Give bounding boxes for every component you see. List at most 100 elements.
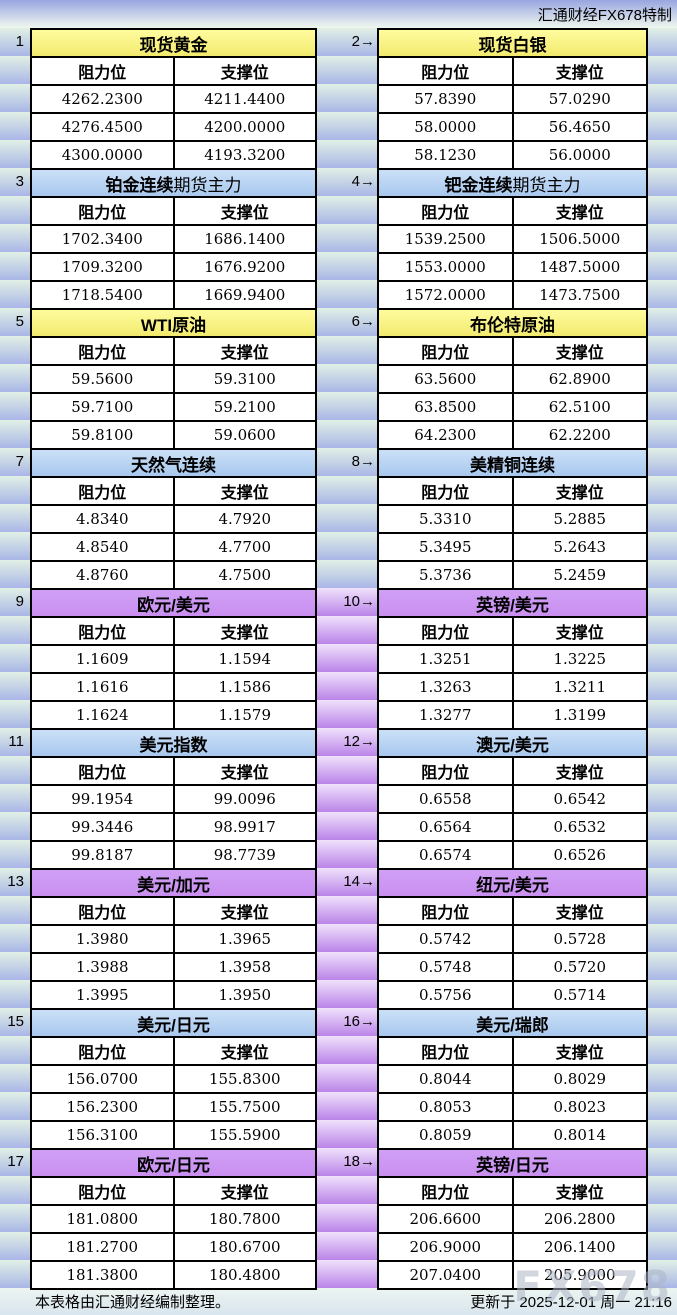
value-row: 1.1609 1.1594 (30, 644, 317, 674)
section-row: 5 WTI原油 阻力位 支撑位 59.5600 59.3100 59.7100 59… (0, 308, 677, 450)
support-value: 59.3100 (172, 364, 317, 394)
resistance-value: 59.8100 (30, 420, 175, 450)
value-row: 1.3980 1.3965 (30, 924, 317, 954)
footer-updated: 更新于 2025-12-01 周一 21:16 (470, 1294, 672, 1311)
support-value: 155.5900 (172, 1120, 317, 1150)
resistance-value: 207.0400 (377, 1260, 514, 1290)
resistance-value: 206.6600 (377, 1204, 514, 1234)
col-header-resistance: 阻力位 (30, 56, 175, 86)
resistance-value: 1.3277 (377, 700, 514, 730)
col-header-support: 支撑位 (172, 896, 317, 926)
block-title: 澳元/美元 (377, 728, 648, 758)
column-header-row: 阻力位 支撑位 (30, 336, 317, 366)
col-header-support: 支撑位 (172, 756, 317, 786)
price-table: 钯金连续期货主力 阻力位 支撑位 1539.2500 1506.5000 1553… (377, 168, 648, 310)
price-block-left: 美元指数 阻力位 支撑位 99.1954 99.0096 99.3446 98.99… (30, 728, 317, 870)
col-header-resistance: 阻力位 (377, 1176, 514, 1206)
top-bar: 汇通财经FX678特制 (0, 0, 677, 28)
resistance-value: 1709.3200 (30, 252, 175, 282)
value-row: 206.9000 206.1400 (377, 1232, 648, 1262)
title-row: 美元指数 (30, 728, 317, 758)
price-block-left: 欧元/美元 阻力位 支撑位 1.1609 1.1594 1.1616 1.1586 … (30, 588, 317, 730)
section-row: 9 欧元/美元 阻力位 支撑位 1.1609 1.1594 1.1616 1.158… (0, 588, 677, 730)
title-row: 欧元/美元 (30, 588, 317, 618)
resistance-value: 206.9000 (377, 1232, 514, 1262)
support-value: 98.9917 (172, 812, 317, 842)
price-table: 英镑/日元 阻力位 支撑位 206.6600 206.2800 206.9000 2… (377, 1148, 648, 1290)
title-row: 天然气连续 (30, 448, 317, 478)
resistance-value: 156.2300 (30, 1092, 175, 1122)
col-header-support: 支撑位 (511, 896, 648, 926)
value-row: 0.5748 0.5720 (377, 952, 648, 982)
title-row: 纽元/美元 (377, 868, 648, 898)
block-title: 纽元/美元 (377, 868, 648, 898)
support-value: 4211.4400 (172, 84, 317, 114)
right-margin (648, 28, 677, 168)
block-number-right: 16→ (343, 1013, 375, 1030)
value-row: 57.8390 57.0290 (377, 84, 648, 114)
block-number-left: 13 (7, 873, 24, 890)
title-row: 欧元/日元 (30, 1148, 317, 1178)
price-table: 天然气连续 阻力位 支撑位 4.8340 4.7920 4.8540 4.7700 … (30, 448, 317, 590)
col-header-resistance: 阻力位 (377, 1036, 514, 1066)
price-block-left: WTI原油 阻力位 支撑位 59.5600 59.3100 59.7100 59.2… (30, 308, 317, 450)
support-value: 4.7500 (172, 560, 317, 590)
value-row: 99.8187 98.7739 (30, 840, 317, 870)
block-number-right: 14→ (343, 873, 375, 890)
block-number-right: 10→ (343, 593, 375, 610)
resistance-value: 5.3736 (377, 560, 514, 590)
value-row: 99.3446 98.9917 (30, 812, 317, 842)
value-row: 1.3263 1.3211 (377, 672, 648, 702)
value-row: 1.3251 1.3225 (377, 644, 648, 674)
block-title: 布伦特原油 (377, 308, 648, 338)
value-row: 1.1616 1.1586 (30, 672, 317, 702)
block-number-left: 3 (15, 173, 24, 190)
support-value: 0.8029 (511, 1064, 648, 1094)
support-value: 0.6542 (511, 784, 648, 814)
block-number-right: 8→ (351, 453, 375, 470)
price-table: 美元/加元 阻力位 支撑位 1.3980 1.3965 1.3988 1.3958 … (30, 868, 317, 1010)
block-number-right: 12→ (343, 733, 375, 750)
col-header-support: 支撑位 (172, 336, 317, 366)
right-margin (648, 1008, 677, 1148)
value-row: 63.5600 62.8900 (377, 364, 648, 394)
value-row: 156.3100 155.5900 (30, 1120, 317, 1150)
column-header-row: 阻力位 支撑位 (377, 56, 648, 86)
support-value: 62.2200 (511, 420, 648, 450)
center-gutter: 10→ (317, 588, 377, 728)
value-row: 4276.4500 4200.0000 (30, 112, 317, 142)
col-header-resistance: 阻力位 (377, 756, 514, 786)
col-header-resistance: 阻力位 (377, 616, 514, 646)
footer-bar: 本表格由汇通财经编制整理。 更新于 2025-12-01 周一 21:16 (0, 1288, 677, 1315)
title-row: WTI原油 (30, 308, 317, 338)
block-title: 英镑/美元 (377, 588, 648, 618)
resistance-value: 181.3800 (30, 1260, 175, 1290)
support-value: 56.4650 (511, 112, 648, 142)
price-block-right: 现货白银 阻力位 支撑位 57.8390 57.0290 58.0000 56.46… (377, 28, 648, 170)
left-margin: 11 (0, 728, 30, 868)
value-row: 4.8540 4.7700 (30, 532, 317, 562)
support-value: 5.2885 (511, 504, 648, 534)
center-gutter: 18→ (317, 1148, 377, 1288)
resistance-value: 1702.3400 (30, 224, 175, 254)
price-block-right: 布伦特原油 阻力位 支撑位 63.5600 62.8900 63.8500 62.5… (377, 308, 648, 450)
support-value: 0.6526 (511, 840, 648, 870)
center-gutter: 6→ (317, 308, 377, 448)
section-row: 11 美元指数 阻力位 支撑位 99.1954 99.0096 99.3446 98… (0, 728, 677, 870)
resistance-value: 63.5600 (377, 364, 514, 394)
resistance-value: 99.8187 (30, 840, 175, 870)
support-value: 0.5720 (511, 952, 648, 982)
resistance-value: 181.2700 (30, 1232, 175, 1262)
section-row: 15 美元/日元 阻力位 支撑位 156.0700 155.8300 156.23… (0, 1008, 677, 1150)
col-header-support: 支撑位 (172, 1176, 317, 1206)
left-margin: 3 (0, 168, 30, 308)
col-header-resistance: 阻力位 (30, 336, 175, 366)
column-header-row: 阻力位 支撑位 (30, 1036, 317, 1066)
center-gutter: 8→ (317, 448, 377, 588)
block-title: 美精铜连续 (377, 448, 648, 478)
block-number-left: 1 (15, 33, 24, 50)
column-header-row: 阻力位 支撑位 (30, 196, 317, 226)
column-header-row: 阻力位 支撑位 (30, 1176, 317, 1206)
value-row: 1.3995 1.3950 (30, 980, 317, 1010)
